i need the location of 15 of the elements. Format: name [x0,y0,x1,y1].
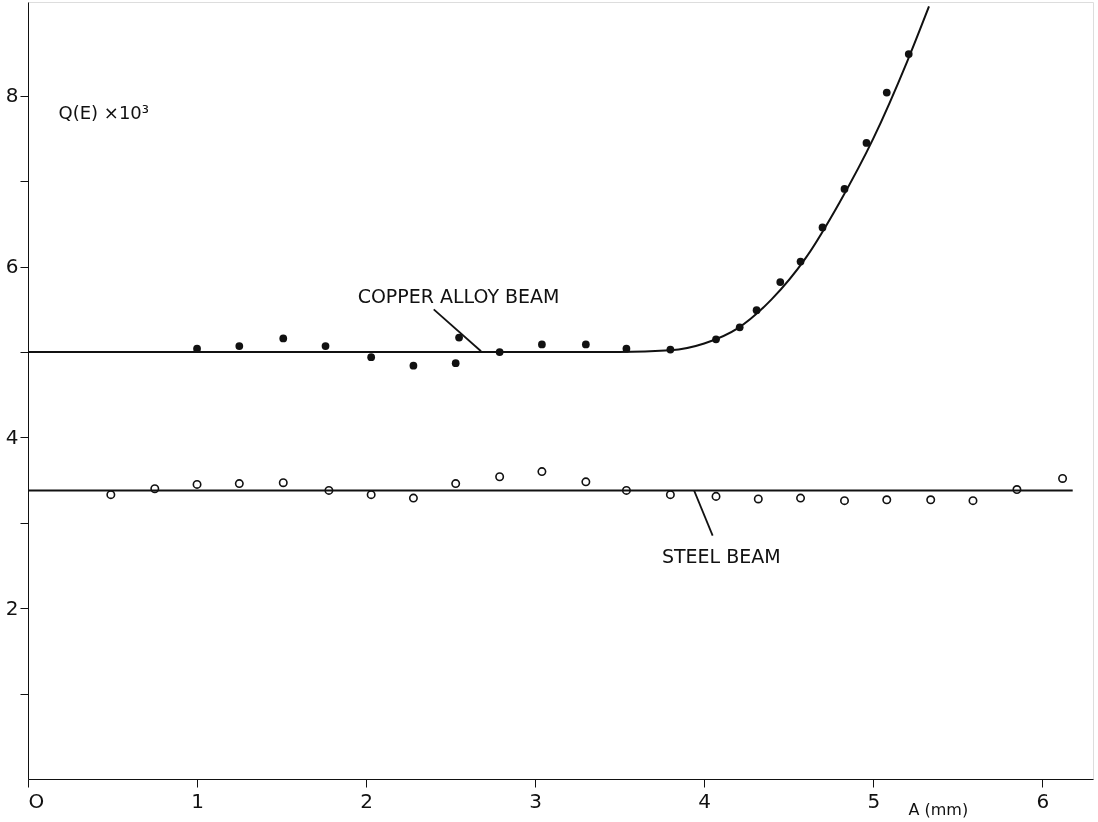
y-axis-title: Q(E) ×10³ [58,101,150,123]
x-tick-label: 2 [360,788,373,813]
series-label: COPPER ALLOY BEAM [357,284,560,307]
x-tick-label: 6 [1036,788,1050,813]
y-tick-label: 2 [5,595,19,620]
y-tick-label: 4 [5,424,19,449]
legend-label: STEEL BEAM [661,545,781,567]
y-tick-label: 6 [5,254,19,279]
x-tick-label: 1 [191,788,204,813]
x-tick-label: 3 [529,788,543,813]
y-tick-label: 8 [5,83,19,108]
x-tick-label: O [28,788,45,813]
x-tick-label: 5 [867,788,881,813]
x-axis-title: A (mm) [908,799,969,819]
x-tick-label: 4 [698,788,712,813]
